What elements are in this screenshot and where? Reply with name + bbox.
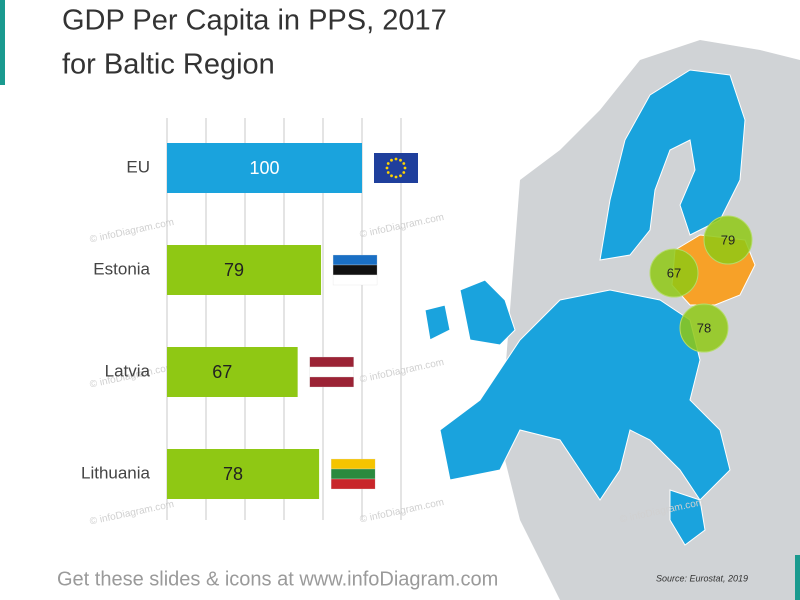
flag-star	[386, 162, 390, 165]
map-bubble	[703, 215, 753, 265]
flag-star	[402, 171, 406, 174]
flag-star	[402, 162, 406, 165]
chart-subtitle: for Baltic Region	[62, 49, 275, 81]
category-label: Estonia	[93, 259, 150, 278]
europe-map	[424, 40, 800, 600]
flag-stripe	[309, 376, 354, 388]
flag-stripe	[309, 356, 354, 368]
flag-star	[394, 175, 398, 179]
watermark: © infoDiagram.com	[359, 357, 445, 386]
bar	[167, 143, 362, 193]
bar	[167, 449, 320, 499]
value-label: 67	[212, 362, 232, 382]
map-bubble-label: 67	[667, 265, 681, 280]
accent-bar	[795, 555, 800, 600]
bar	[167, 347, 298, 397]
watermark: © infoDiagram.com	[359, 212, 445, 241]
flag-star	[403, 166, 407, 170]
footer: Get these slides & icons at www.infoDiag…	[57, 568, 498, 590]
accent-bar	[0, 0, 5, 85]
chart-title: GDP Per Capita in PPS, 2017	[62, 5, 447, 37]
map-bubble-label: 78	[697, 320, 711, 335]
flag-star	[386, 171, 390, 174]
flag	[374, 153, 418, 183]
flag-stripe	[332, 254, 378, 266]
watermark: © infoDiagram.com	[89, 217, 175, 246]
flag-stripe	[330, 468, 376, 480]
flag-star	[399, 158, 402, 162]
value-label: 79	[224, 260, 244, 280]
value-label: 78	[223, 464, 243, 484]
map-bubble	[679, 303, 729, 353]
flag-star	[385, 166, 389, 170]
map-bubble	[649, 248, 699, 298]
watermark: © infoDiagram.com	[89, 499, 175, 528]
flag-stripe	[309, 366, 354, 378]
category-label: EU	[126, 157, 150, 176]
flag-stripe	[330, 458, 376, 470]
map-bubble-label: 79	[721, 232, 735, 247]
flag-star	[390, 158, 393, 162]
source: Source: Eurostat, 2019	[656, 573, 748, 583]
value-label: 100	[249, 158, 279, 178]
flag-star	[390, 174, 393, 178]
flag-star	[399, 174, 402, 178]
flag-star	[394, 157, 398, 161]
flag-stripe	[332, 274, 378, 286]
watermark: © infoDiagram.com	[359, 497, 445, 526]
flag-stripe	[332, 264, 378, 276]
bar	[167, 245, 322, 295]
category-label: Lithuania	[81, 463, 151, 482]
category-label: Latvia	[105, 361, 151, 380]
flag-stripe	[330, 478, 376, 490]
